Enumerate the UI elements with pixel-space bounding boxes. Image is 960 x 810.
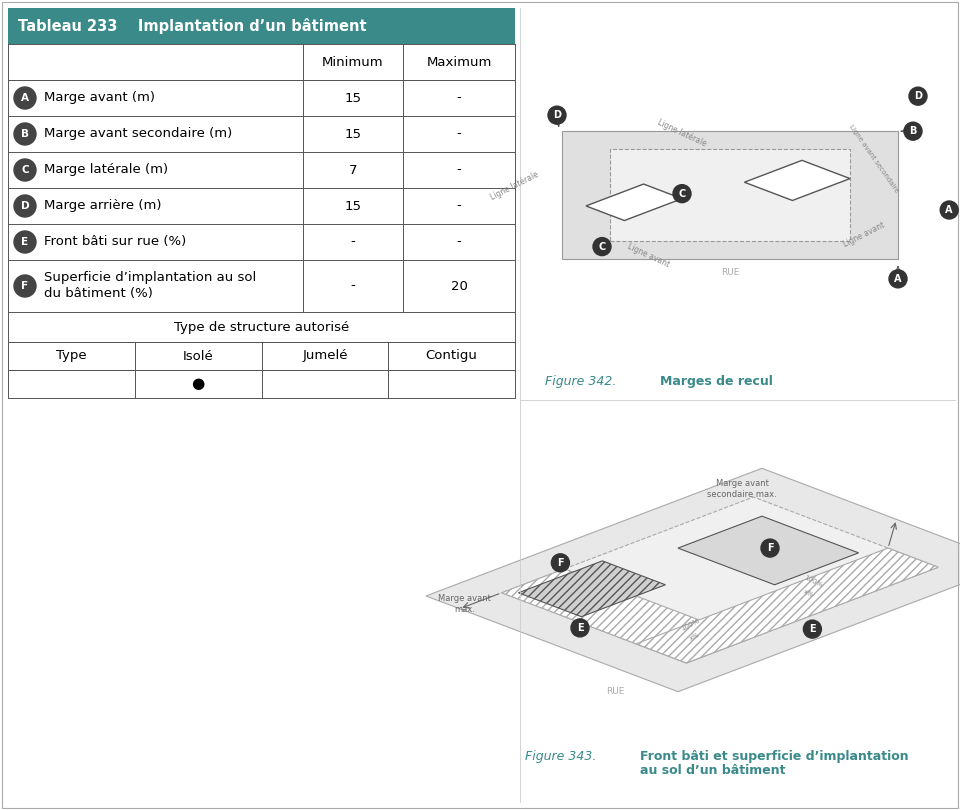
Text: -: - (457, 164, 462, 177)
Text: Marges de recul: Marges de recul (660, 375, 773, 388)
Text: F: F (557, 558, 564, 568)
Circle shape (804, 620, 822, 638)
Text: -: - (457, 199, 462, 212)
Circle shape (889, 270, 907, 288)
Circle shape (593, 237, 611, 256)
Text: Marge latérale (m): Marge latérale (m) (44, 164, 168, 177)
Text: Marge avant
secondaire max.: Marge avant secondaire max. (708, 480, 777, 499)
Circle shape (904, 122, 922, 140)
Text: Type de structure autorisé: Type de structure autorisé (174, 321, 349, 334)
Text: B: B (21, 129, 29, 139)
Text: D: D (914, 92, 922, 101)
Circle shape (909, 87, 927, 105)
Text: Ligne latérale: Ligne latérale (489, 169, 540, 202)
Circle shape (673, 185, 691, 202)
Text: A: A (895, 274, 901, 284)
Text: Type: Type (56, 349, 86, 363)
Text: Marge arrière (m): Marge arrière (m) (44, 199, 161, 212)
Circle shape (551, 554, 569, 572)
Polygon shape (501, 569, 750, 663)
Bar (8, 152, 515, 188)
Text: 100%: 100% (803, 574, 824, 589)
Text: A: A (21, 93, 29, 103)
Polygon shape (586, 184, 682, 220)
Text: Ligne latérale: Ligne latérale (656, 117, 708, 148)
Text: B: B (909, 126, 917, 136)
Text: C: C (598, 241, 606, 252)
Bar (8, 312, 515, 342)
Text: Front bâti et superficie d’implantation: Front bâti et superficie d’implantation (640, 750, 908, 763)
Text: Ligne avant secondaire: Ligne avant secondaire (849, 123, 900, 194)
Polygon shape (744, 160, 850, 200)
Text: E: E (21, 237, 29, 247)
Text: -: - (457, 92, 462, 104)
Bar (8, 80, 515, 116)
Bar (8, 260, 515, 312)
Circle shape (14, 159, 36, 181)
Text: -: - (350, 236, 355, 249)
Polygon shape (518, 561, 665, 616)
Text: Ligne avant: Ligne avant (626, 241, 671, 269)
Text: Marge avant secondaire (m): Marge avant secondaire (m) (44, 127, 232, 140)
Text: ●: ● (191, 377, 204, 391)
Text: Tableau 233    Implantation d’un bâtiment: Tableau 233 Implantation d’un bâtiment (18, 18, 367, 34)
Text: E: E (809, 625, 816, 634)
Circle shape (14, 275, 36, 297)
Text: du bâtiment (%): du bâtiment (%) (44, 288, 153, 301)
Text: Marge avant
max.: Marge avant max. (438, 595, 491, 613)
Text: Ligne avant: Ligne avant (842, 221, 887, 249)
Text: au sol d’un bâtiment: au sol d’un bâtiment (640, 764, 785, 777)
Text: C: C (21, 165, 29, 175)
Text: -: - (350, 279, 355, 292)
Text: E: E (577, 623, 584, 633)
Text: Front bâti sur rue (%): Front bâti sur rue (%) (44, 236, 186, 249)
Text: Jumelé: Jumelé (302, 349, 348, 363)
Text: 7: 7 (348, 164, 357, 177)
Text: Maximum: Maximum (426, 56, 492, 69)
Circle shape (14, 195, 36, 217)
Circle shape (14, 231, 36, 253)
Text: -: - (457, 236, 462, 249)
Circle shape (14, 123, 36, 145)
Text: RUE: RUE (606, 687, 624, 696)
Text: Contigu: Contigu (425, 349, 477, 363)
Text: RUE: RUE (721, 268, 739, 277)
Circle shape (940, 201, 958, 219)
Bar (8, 188, 515, 224)
Text: A: A (946, 205, 953, 215)
Circle shape (548, 106, 566, 124)
Text: x%: x% (688, 632, 701, 642)
Bar (8, 224, 515, 260)
Text: Isolé: Isolé (182, 349, 213, 363)
Bar (8, 44, 515, 80)
Circle shape (14, 87, 36, 109)
Polygon shape (426, 468, 960, 692)
Text: -: - (457, 127, 462, 140)
Text: D: D (553, 110, 561, 120)
Text: x%: x% (802, 589, 814, 599)
Text: C: C (679, 189, 685, 198)
Text: F: F (767, 543, 774, 553)
Circle shape (571, 619, 589, 637)
Polygon shape (636, 548, 938, 663)
Polygon shape (562, 131, 898, 259)
Text: Minimum: Minimum (323, 56, 384, 69)
Text: F: F (21, 281, 29, 291)
Text: Figure 342.: Figure 342. (545, 375, 616, 388)
Text: 15: 15 (345, 92, 362, 104)
Text: 15: 15 (345, 199, 362, 212)
Text: 20: 20 (450, 279, 468, 292)
Circle shape (761, 539, 779, 557)
Text: 15: 15 (345, 127, 362, 140)
Polygon shape (678, 516, 858, 585)
Text: D: D (21, 201, 30, 211)
Text: Superficie d’implantation au sol: Superficie d’implantation au sol (44, 271, 256, 284)
Polygon shape (610, 149, 850, 241)
Bar (8, 8, 515, 44)
Bar (8, 116, 515, 152)
Polygon shape (501, 497, 938, 663)
Text: 100%: 100% (680, 617, 700, 632)
Text: Figure 343.: Figure 343. (525, 750, 596, 763)
Text: Marge avant (m): Marge avant (m) (44, 92, 155, 104)
